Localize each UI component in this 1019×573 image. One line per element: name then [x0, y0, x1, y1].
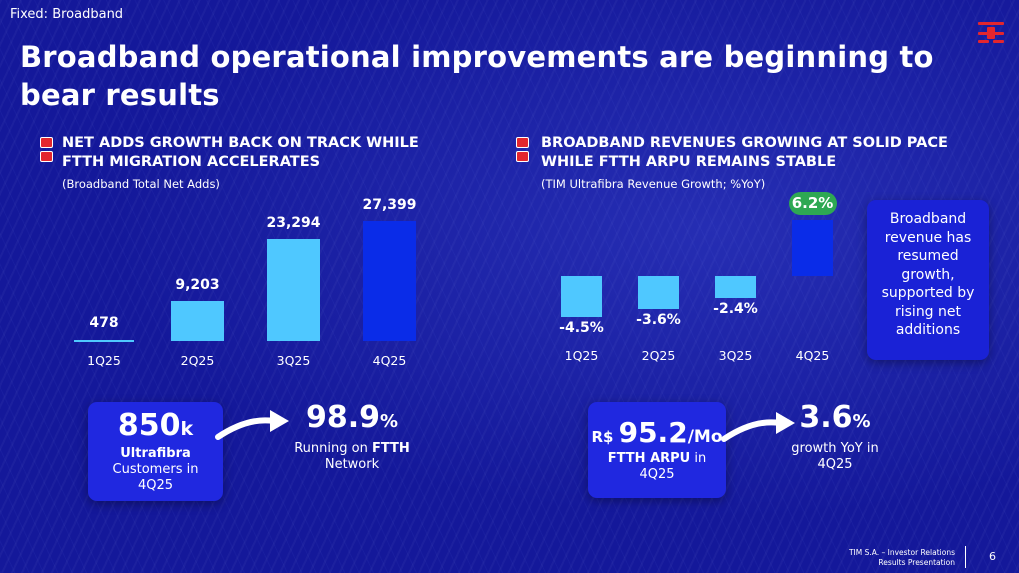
x-tick-label: 3Q25	[718, 348, 753, 363]
bar-4q25	[363, 221, 416, 341]
page-number: 6	[989, 550, 996, 563]
x-tick-label: 1Q25	[564, 348, 599, 363]
arrow-icon	[215, 410, 289, 440]
ftth-share-unit: %	[379, 411, 399, 432]
footer-text: TIM S.A. – Investor Relations Results Pr…	[848, 548, 955, 567]
bar-value-label: 23,294	[266, 214, 321, 231]
left-heading: NET ADDS GROWTH BACK ON TRACK WHILE FTTH…	[62, 135, 419, 170]
x-tick-label: 3Q25	[276, 353, 311, 368]
bar-3q25	[715, 276, 756, 298]
x-tick-label: 4Q25	[372, 353, 407, 368]
bar-value-label: -4.5%	[559, 319, 604, 336]
growth-value: 3.6	[799, 400, 853, 435]
customers-value: 850	[117, 408, 181, 443]
bar-value-label: -3.6%	[636, 311, 681, 328]
chart-baseline	[74, 340, 134, 342]
callout-box: Broadband revenue has resumed growth, su…	[867, 200, 989, 360]
arpu-card: R$ 95.2/Mo FTTH ARPU in 4Q25	[588, 402, 726, 498]
bar-1q25	[561, 276, 602, 317]
bar-4q25	[792, 219, 833, 276]
bar-value-label: 478	[89, 314, 119, 331]
section-tag: Fixed: Broadband	[10, 7, 124, 22]
right-subtitle: (TIM Ultrafibra Revenue Growth; %YoY)	[541, 177, 766, 191]
ftth-share-kpi: 98.9% Running on FTTH Network	[294, 400, 410, 472]
bar-3q25	[267, 238, 320, 341]
bar-2q25	[171, 300, 224, 341]
ftth-share-value: 98.9	[305, 400, 380, 435]
customers-line3: 4Q25	[137, 478, 174, 493]
bar-2q25	[638, 276, 679, 309]
x-tick-label: 4Q25	[795, 348, 830, 363]
tim-logo-icon	[978, 22, 1004, 46]
customers-card: 850k Ultrafibra Customers in 4Q25	[88, 402, 223, 501]
x-tick-label: 2Q25	[180, 353, 215, 368]
bullet-icon	[40, 137, 53, 163]
page-title: Broadband operational improvements are b…	[20, 40, 934, 112]
arrow-icon	[721, 412, 795, 442]
callout-text: Broadband revenue has resumed growth, su…	[881, 211, 975, 338]
left-subtitle: (Broadband Total Net Adds)	[62, 177, 220, 191]
bar-value-label: 27,399	[362, 197, 417, 213]
growth-kpi: 3.6% growth YoY in 4Q25	[791, 400, 879, 472]
arpu-value: 95.2	[618, 416, 688, 449]
footer-divider	[965, 546, 966, 568]
x-tick-label: 2Q25	[641, 348, 676, 363]
customers-unit: k	[180, 418, 194, 440]
bar-value-label: -2.4%	[713, 300, 758, 317]
bar-value-label: 9,203	[175, 276, 220, 293]
right-heading: BROADBAND REVENUES GROWING AT SOLID PACE…	[541, 135, 948, 170]
customers-bold: Ultrafibra	[120, 446, 191, 461]
growth-badge: 6.2%	[788, 191, 837, 215]
customers-line2: Customers in	[112, 462, 199, 477]
x-tick-label: 1Q25	[87, 353, 121, 368]
bullet-icon	[516, 137, 529, 163]
